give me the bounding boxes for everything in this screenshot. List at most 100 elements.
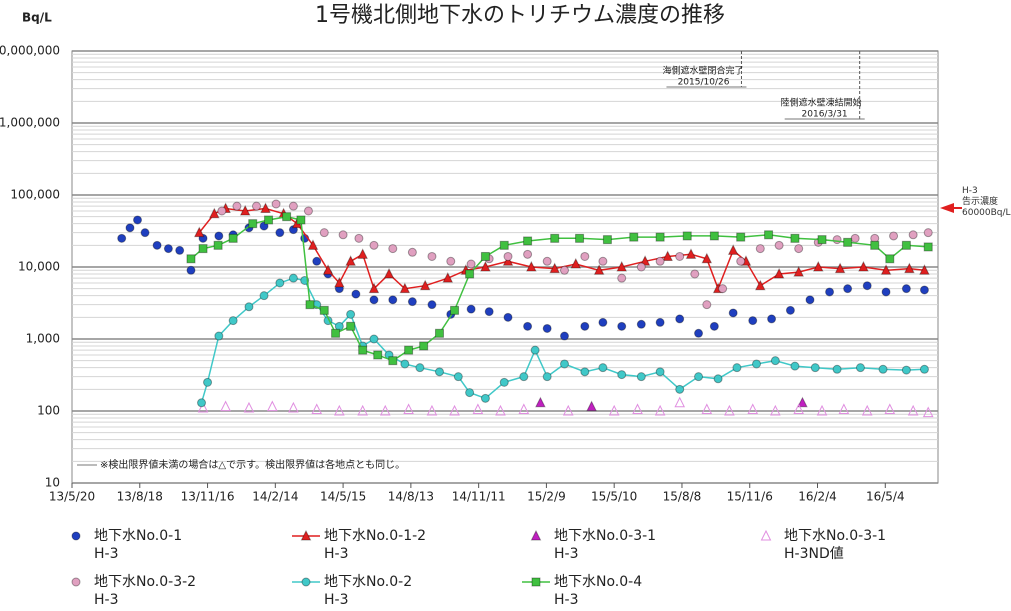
point [817,235,827,245]
point [608,404,620,416]
point [453,372,463,382]
point [334,404,345,416]
point [562,404,574,416]
point [434,367,444,377]
point [773,267,785,279]
point [901,365,911,375]
legend-label: 地下水No.0-3-1 H-3ND値 [784,528,887,562]
point [305,300,315,310]
legend-label: 地下水No.0-1 H-3 [94,528,183,562]
point [550,233,560,243]
point [404,345,414,355]
point [232,201,242,211]
point [220,400,231,412]
point [655,232,665,242]
point [502,255,514,266]
point [449,404,460,416]
point [163,244,173,254]
point [228,233,238,243]
x-tick-label: 14/8/13 [388,490,434,504]
point [399,282,411,294]
point [629,232,639,242]
point [354,233,364,243]
point [785,305,795,315]
point [259,221,269,231]
point [559,359,569,369]
point [549,262,561,274]
point [523,236,533,246]
x-tick-label: 14/2/14 [252,490,298,504]
point [861,404,873,416]
point [793,265,804,277]
x-tick-label: 13/8/18 [117,490,163,504]
point [850,233,860,243]
point [446,256,456,266]
point [213,240,223,250]
point [748,316,758,326]
footnote: ※検出限界値未満の場合は△で示す。検出限界値は各地点とも同じ。 [100,458,405,471]
annotation-date: 2015/10/26 [678,78,730,88]
point [117,233,127,243]
point [450,305,460,315]
point [923,228,933,238]
point [870,240,880,250]
legend-marker [300,529,312,541]
legend-marker [71,531,81,541]
point [694,372,704,382]
point [598,256,608,266]
point [727,244,739,255]
point [793,403,804,414]
point [636,262,646,272]
point [331,328,341,338]
point [358,345,368,355]
point [388,356,398,366]
point [825,287,835,297]
point [901,240,911,250]
point [732,363,742,373]
point [843,284,853,294]
point [427,300,437,310]
point [267,400,278,412]
point [312,256,322,266]
point [373,350,383,360]
point [480,251,490,261]
point [244,302,254,312]
point [465,269,475,279]
point [675,384,685,394]
point [388,295,398,305]
point [724,404,735,416]
point [407,247,417,257]
point [427,251,437,261]
point [598,363,608,373]
point [346,321,356,331]
point [503,251,513,261]
point [832,364,842,374]
point [580,251,590,261]
point [442,272,454,283]
point [790,233,800,243]
x-tick-label: 16/5/4 [866,490,905,504]
point [919,264,930,275]
point [264,215,274,225]
point [923,242,933,252]
point [426,404,438,416]
point [770,404,781,416]
point [674,396,686,408]
x-tick-label: 16/2/4 [798,490,837,504]
point [186,254,196,264]
point [907,404,919,416]
x-tick-label: 15/8/8 [663,490,702,504]
point [736,256,746,266]
x-tick-label: 14/11/11 [452,490,506,504]
point [878,364,888,374]
legend-marker [530,529,542,541]
point [832,235,842,245]
point [197,401,209,413]
point [186,265,196,275]
point [275,278,285,288]
point [655,256,665,266]
legend-marker [531,577,541,587]
point [690,269,700,279]
point [794,244,804,254]
point [885,254,895,264]
